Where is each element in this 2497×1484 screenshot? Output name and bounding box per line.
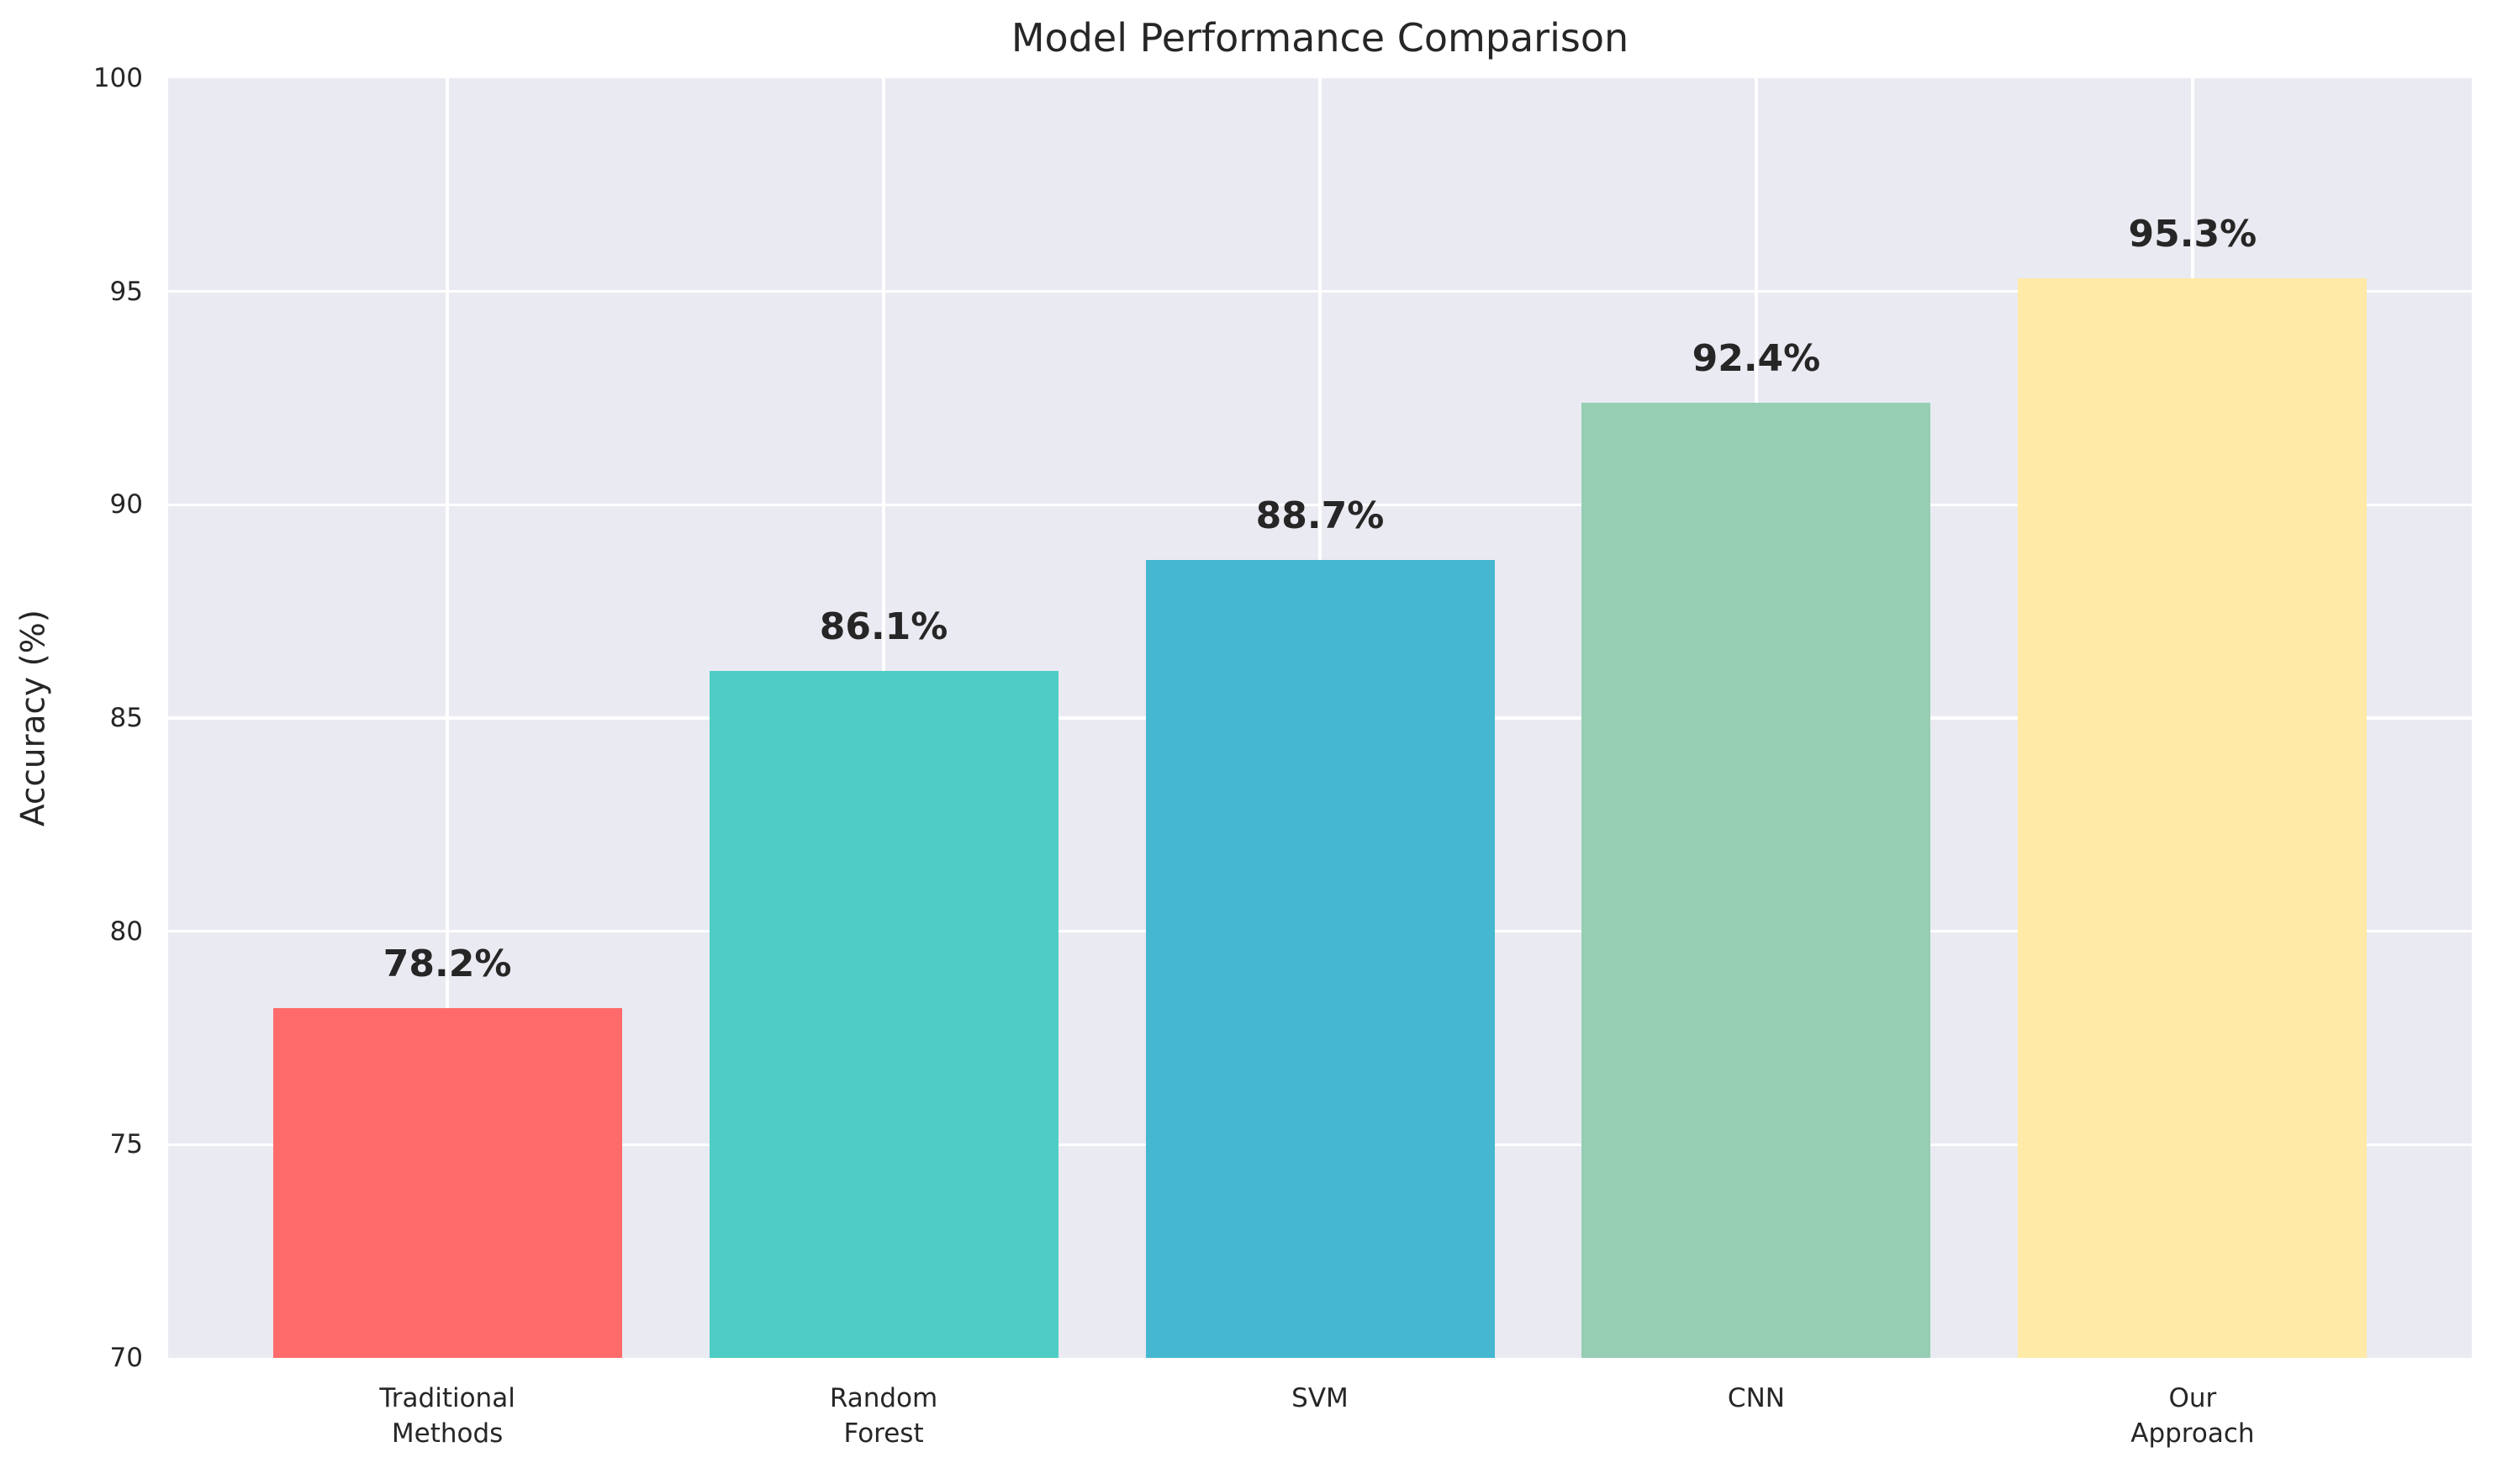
- y-tick-label-100: 100: [92, 63, 143, 93]
- x-tick-label-traditional-methods: Traditional Methods: [379, 1383, 515, 1449]
- bar-value-label-traditional-methods: 78.2%: [383, 942, 512, 985]
- x-tick-label-svm: SVM: [1291, 1383, 1349, 1413]
- plot-area: [168, 78, 2472, 1358]
- y-tick-label-75: 75: [109, 1129, 143, 1160]
- gridline-x-traditional-methods: [446, 78, 449, 1358]
- x-tick-label-cnn: CNN: [1727, 1383, 1785, 1413]
- bar-value-label-our-approach: 95.3%: [2128, 213, 2257, 256]
- bar-value-label-random-forest: 86.1%: [819, 605, 948, 649]
- bar-random-forest: [709, 671, 1058, 1358]
- bar-value-label-svm: 88.7%: [1255, 494, 1385, 538]
- y-tick-label-95: 95: [109, 276, 143, 307]
- bar-our-approach: [2018, 278, 2368, 1358]
- y-tick-label-85: 85: [109, 703, 143, 733]
- bar-cnn: [1581, 402, 1931, 1358]
- chart-title: Model Performance Comparison: [1011, 15, 1629, 61]
- y-tick-label-70: 70: [109, 1343, 143, 1373]
- bar-svm: [1145, 560, 1495, 1358]
- y-tick-label-80: 80: [109, 916, 143, 947]
- bar-value-label-cnn: 92.4%: [1692, 336, 1821, 380]
- bar-traditional-methods: [272, 1008, 622, 1358]
- x-tick-label-random-forest: Random Forest: [829, 1383, 938, 1449]
- y-tick-label-90: 90: [109, 489, 143, 520]
- x-tick-label-our-approach: Our Approach: [2130, 1383, 2255, 1449]
